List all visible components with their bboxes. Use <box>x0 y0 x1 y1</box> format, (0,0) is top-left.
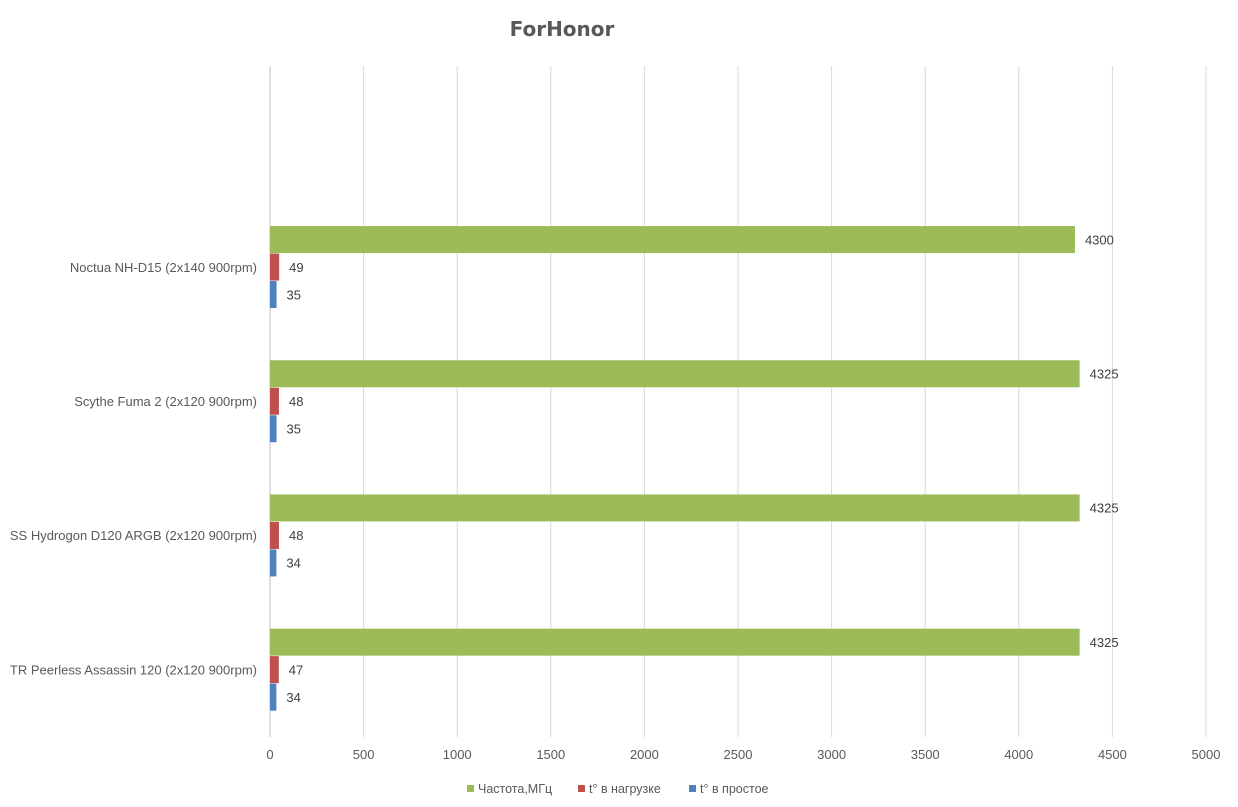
x-tick-label: 2000 <box>630 747 659 762</box>
bar <box>270 628 1080 656</box>
data-label: 49 <box>289 260 303 275</box>
data-label: 4325 <box>1090 501 1119 516</box>
legend-label: Частота,МГц <box>478 782 552 796</box>
data-label: 47 <box>289 662 303 677</box>
bar <box>270 549 277 577</box>
x-tick-label: 2500 <box>724 747 753 762</box>
x-tick-label: 3000 <box>817 747 846 762</box>
x-tick-label: 5000 <box>1192 747 1221 762</box>
category-label: TR Peerless Assassin 120 (2x120 900rpm) <box>10 662 257 677</box>
category-label: Scythe Fuma 2 (2x120 900rpm) <box>74 394 257 409</box>
bar <box>270 281 277 309</box>
data-label: 48 <box>289 528 303 543</box>
bar <box>270 415 277 443</box>
data-label: 48 <box>289 394 303 409</box>
x-tick-label: 1500 <box>536 747 565 762</box>
bar <box>270 521 279 549</box>
category-label: SS Hydrogon D120 ARGB (2x120 900rpm) <box>10 528 257 543</box>
x-tick-label: 4000 <box>1004 747 1033 762</box>
category-label: Noctua NH-D15 (2x140 900rpm) <box>70 260 257 275</box>
x-tick-label: 0 <box>266 747 273 762</box>
data-label: 34 <box>286 556 300 571</box>
data-label: 4325 <box>1090 367 1119 382</box>
data-label: 35 <box>287 422 301 437</box>
bar <box>270 656 279 684</box>
data-label: 34 <box>286 690 300 705</box>
legend-swatch <box>578 785 585 792</box>
legend-swatch <box>689 785 696 792</box>
bar <box>270 387 279 415</box>
legend-label: t° в нагрузке <box>589 782 661 796</box>
chart-title: ForHonor <box>510 17 615 41</box>
x-tick-label: 3500 <box>911 747 940 762</box>
x-tick-label: 1000 <box>443 747 472 762</box>
data-label: 4300 <box>1085 232 1114 247</box>
data-label: 35 <box>287 287 301 302</box>
x-tick-label: 500 <box>353 747 375 762</box>
x-tick-label: 4500 <box>1098 747 1127 762</box>
legend-label: t° в простое <box>700 782 769 796</box>
bar <box>270 683 277 711</box>
bar <box>270 253 280 281</box>
bar <box>270 226 1075 254</box>
bar <box>270 360 1080 388</box>
data-label: 4325 <box>1090 635 1119 650</box>
legend-swatch <box>467 785 474 792</box>
bar <box>270 494 1080 522</box>
